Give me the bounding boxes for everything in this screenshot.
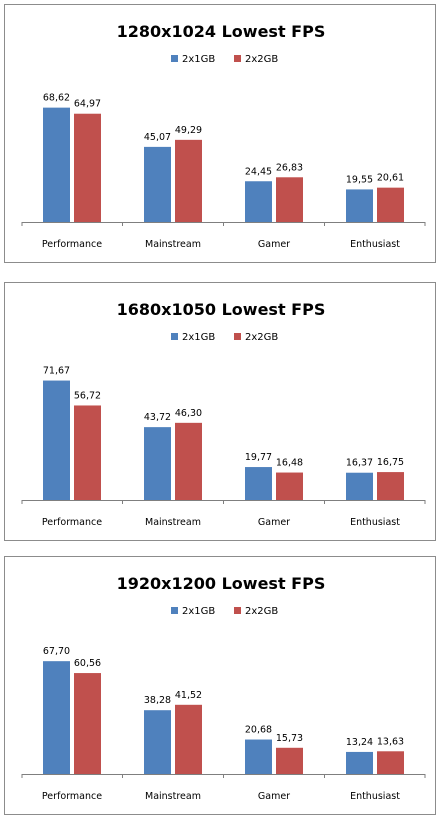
legend-label-1: 2x1GB — [182, 54, 215, 65]
category-label: Performance — [42, 791, 102, 802]
bar-2x2GB-Enthusiast — [377, 751, 404, 774]
chart-svg: 1920x1200 Lowest FPS 2x1GB 2x2GB 67,70 60,56… — [21, 574, 426, 802]
data-label: 16,48 — [276, 458, 303, 469]
chart-title: 1680x1050 Lowest FPS — [117, 300, 326, 319]
data-label: 19,55 — [346, 174, 373, 185]
data-label: 16,37 — [346, 458, 373, 469]
bar-2x2GB-Enthusiast — [377, 187, 404, 222]
bar-2x1GB-Enthusiast — [346, 472, 373, 500]
legend-swatch-2 — [234, 607, 241, 614]
data-label: 64,97 — [74, 99, 101, 110]
bar-2x1GB-Gamer — [245, 739, 272, 774]
bar-2x1GB-Mainstream — [144, 710, 171, 774]
data-label: 26,83 — [276, 162, 303, 173]
data-label: 38,28 — [144, 695, 171, 706]
bar-2x2GB-Gamer — [276, 747, 303, 774]
data-label: 41,52 — [175, 690, 202, 701]
data-label: 68,62 — [43, 93, 70, 104]
category-label: Enthusiast — [350, 791, 400, 802]
legend-swatch-1 — [171, 333, 178, 340]
data-label: 15,73 — [276, 733, 303, 744]
data-label: 13,24 — [346, 737, 373, 748]
bar-2x1GB-Enthusiast — [346, 189, 373, 222]
data-label: 56,72 — [74, 390, 101, 401]
legend-label-1: 2x1GB — [182, 332, 215, 343]
bar-2x2GB-Mainstream — [175, 704, 202, 774]
bar-2x1GB-Mainstream — [144, 427, 171, 500]
bar-2x2GB-Gamer — [276, 177, 303, 222]
data-label: 20,68 — [245, 725, 272, 736]
bar-2x1GB-Performance — [43, 107, 70, 222]
category-label: Enthusiast — [350, 517, 400, 528]
chart-svg: 1680x1050 Lowest FPS 2x1GB 2x2GB 71,67 56,72… — [21, 300, 426, 528]
bar-2x1GB-Gamer — [245, 467, 272, 500]
bar-2x1GB-Mainstream — [144, 146, 171, 222]
category-label: Gamer — [258, 239, 290, 250]
data-label: 71,67 — [43, 366, 70, 377]
chart-svg: 1280x1024 Lowest FPS 2x1GB 2x2GB 68,62 64,97… — [21, 22, 426, 250]
category-label: Performance — [42, 517, 102, 528]
data-label: 60,56 — [74, 658, 101, 669]
chart-panel-1920x1200: 1920x1200 Lowest FPS 2x1GB 2x2GB 67,70 60,56… — [4, 556, 436, 815]
data-label: 20,61 — [377, 173, 404, 184]
category-label: Gamer — [258, 517, 290, 528]
data-label: 45,07 — [144, 132, 171, 143]
legend-swatch-1 — [171, 55, 178, 62]
legend-label-2: 2x2GB — [245, 606, 278, 617]
data-label: 43,72 — [144, 412, 171, 423]
category-label: Gamer — [258, 791, 290, 802]
legend-swatch-1 — [171, 607, 178, 614]
bar-2x2GB-Performance — [74, 113, 101, 222]
category-label: Enthusiast — [350, 239, 400, 250]
legend-swatch-2 — [234, 55, 241, 62]
data-label: 46,30 — [175, 408, 202, 419]
legend-label-2: 2x2GB — [245, 332, 278, 343]
legend-label-2: 2x2GB — [245, 54, 278, 65]
chart-panel-1680x1050: 1680x1050 Lowest FPS 2x1GB 2x2GB 71,67 56,72… — [4, 282, 436, 541]
data-label: 13,63 — [377, 736, 404, 747]
bar-2x2GB-Mainstream — [175, 422, 202, 500]
bar-2x2GB-Performance — [74, 405, 101, 500]
data-label: 19,77 — [245, 452, 272, 463]
data-label: 24,45 — [245, 166, 272, 177]
chart-title: 1280x1024 Lowest FPS — [117, 22, 326, 41]
category-label: Mainstream — [145, 517, 201, 528]
category-label: Mainstream — [145, 239, 201, 250]
legend-label-1: 2x1GB — [182, 606, 215, 617]
bar-2x1GB-Performance — [43, 380, 70, 500]
bar-2x2GB-Enthusiast — [377, 472, 404, 500]
bar-2x1GB-Enthusiast — [346, 751, 373, 774]
chart-title: 1920x1200 Lowest FPS — [117, 574, 326, 593]
data-label: 16,75 — [377, 457, 404, 468]
bar-2x1GB-Gamer — [245, 181, 272, 222]
bar-2x1GB-Performance — [43, 661, 70, 774]
data-label: 49,29 — [175, 125, 202, 136]
category-label: Performance — [42, 239, 102, 250]
bar-2x2GB-Performance — [74, 673, 101, 774]
legend-swatch-2 — [234, 333, 241, 340]
category-label: Mainstream — [145, 791, 201, 802]
data-label: 67,70 — [43, 646, 70, 657]
chart-panel-1280x1024: 1280x1024 Lowest FPS 2x1GB 2x2GB 68,62 64,97… — [4, 4, 436, 263]
bar-2x2GB-Gamer — [276, 472, 303, 500]
bar-2x2GB-Mainstream — [175, 139, 202, 222]
